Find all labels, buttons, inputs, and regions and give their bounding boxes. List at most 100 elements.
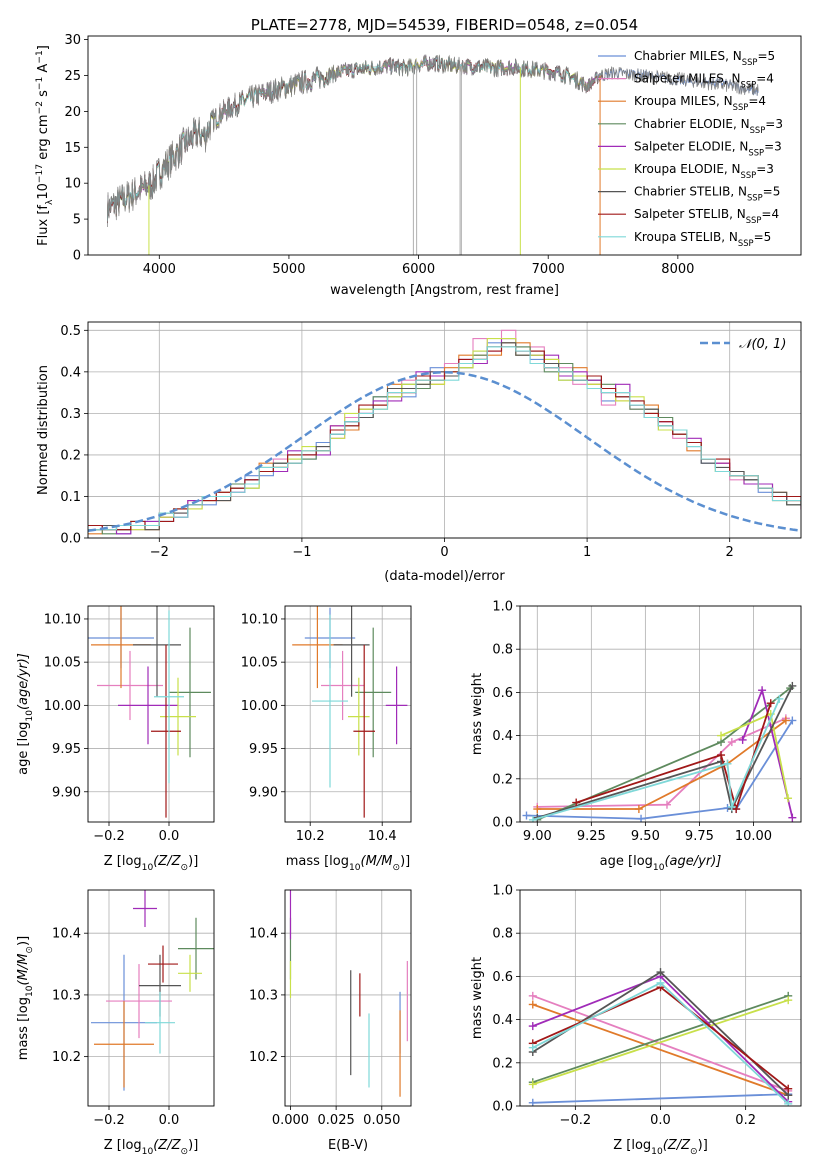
legend-label-part: =3 — [756, 162, 774, 176]
x-axis-label-part: )] — [400, 854, 410, 869]
y-axis-label-part: 10 — [25, 985, 35, 997]
legend-label-part: SSP — [738, 238, 754, 248]
y-axis-label: age [log10(age/yr)] — [16, 653, 35, 775]
x-tick-label: 5000 — [272, 262, 305, 277]
legend-label: Chabrier MILES, NSSP=5 — [634, 49, 775, 67]
y-axis-label-part: −1 — [35, 50, 45, 63]
x-axis-label: (data-model)/error — [384, 569, 505, 584]
weight-point — [788, 813, 797, 822]
weight-point — [784, 794, 793, 803]
x-axis-label-part: age [log — [600, 854, 653, 869]
legend-label: 𝒩(0, 1) — [739, 337, 786, 352]
x-axis-label-part: ⊙ — [392, 863, 400, 873]
weight-point — [766, 699, 775, 708]
legend-label-part: =3 — [764, 139, 782, 153]
y-axis-label-part: ⊙ — [25, 946, 35, 954]
x-tick-label: 0 — [440, 545, 448, 560]
legend-label: Chabrier STELIB, NSSP=5 — [634, 185, 780, 203]
weight-line — [532, 1093, 789, 1104]
y-tick-label: 0.2 — [492, 772, 513, 787]
y-tick-label: 10.3 — [52, 988, 81, 1003]
error-bars — [289, 890, 408, 1097]
x-axis-label-part: ⊙ — [181, 1147, 189, 1157]
y-axis-label-part: −1 — [35, 77, 45, 90]
legend-label-part: SSP — [733, 102, 749, 112]
weight-point — [528, 991, 537, 1000]
x-tick-label: 0.0 — [650, 1113, 671, 1128]
y-tick-label: 25 — [64, 69, 81, 84]
weight-point — [528, 1043, 537, 1052]
x-tick-label: 2 — [726, 545, 734, 560]
x-axis-label: mass [log10(M/M⊙)] — [286, 854, 410, 873]
y-axis-label-part: λ — [45, 199, 55, 205]
axes-frame — [284, 605, 412, 823]
weight-point — [656, 968, 665, 977]
weight-point — [717, 731, 726, 740]
y-tick-label: 30 — [64, 33, 81, 48]
weight-point — [775, 694, 784, 703]
axes-frame — [87, 321, 802, 539]
x-tick-label: 0.000 — [272, 1113, 309, 1128]
x-axis-label-part: (M/M — [361, 854, 393, 869]
weight-point — [788, 681, 797, 690]
weight-point — [528, 815, 537, 822]
weight_vs_age-panel: 9.00 9.25 9.50 9.75 10.00 0.0 0.2 0.4 0.6 0.8 1.0 a… — [470, 600, 802, 873]
x-tick-label: −0.2 — [93, 829, 125, 844]
weight-line — [532, 1003, 789, 1097]
x-tick-label: 9.25 — [577, 829, 606, 844]
x-tick-label: 10.4 — [368, 829, 397, 844]
x-axis-label-part: 10 — [142, 1147, 154, 1157]
legend-label-part: SSP — [750, 125, 766, 135]
y-tick-label: 9.95 — [249, 742, 278, 757]
error-bars — [88, 606, 211, 818]
weight-point — [522, 811, 531, 820]
x-tick-label: −1 — [292, 545, 311, 560]
y-axis-label-part: mass [log — [16, 997, 31, 1060]
y-axis-label-part: −2 — [35, 101, 45, 114]
weight-lines — [522, 681, 797, 822]
legend-label-part: =3 — [765, 117, 783, 131]
error-bars — [292, 606, 408, 818]
x-axis-label: E(B-V) — [328, 1138, 368, 1153]
x-axis-label-part: Z [log — [613, 1138, 651, 1153]
x-tick-label: −2 — [150, 545, 169, 560]
legend-label-part: SSP — [741, 170, 757, 180]
chart-title: PLATE=2778, MJD=54539, FIBERID=0548, z=0… — [251, 16, 638, 34]
axes-frame — [87, 35, 802, 256]
legend-label: Kroupa STELIB, NSSP=5 — [634, 230, 771, 248]
weight-line — [532, 994, 789, 1084]
weight-point — [784, 996, 793, 1005]
y-tick-label: 9.90 — [52, 785, 81, 800]
legend-label: Chabrier ELODIE, NSSP=3 — [634, 117, 783, 135]
y-tick-label: 10.2 — [52, 1050, 81, 1065]
x-axis-label-part: ⊙ — [181, 863, 189, 873]
legend-label-part: Kroupa STELIB, N — [634, 230, 738, 244]
histogram-steps — [88, 329, 801, 535]
x-axis-label-part: 10 — [653, 863, 665, 873]
data-spectrum-line — [107, 54, 759, 228]
axes-frame — [87, 605, 215, 823]
y-tick-label: 10.00 — [241, 699, 278, 714]
y-axis-label-part: −17 — [35, 164, 45, 183]
residuals-panel: −2 −1 0 1 2 0.0 0.1 0.2 0.3 0.4 0.5 (data-model)/er… — [36, 321, 802, 584]
y-tick-label: 10 — [64, 177, 81, 192]
weight-point — [723, 759, 732, 768]
legend-label-part: Salpeter ELODIE, N — [634, 139, 748, 153]
weight-point — [528, 1000, 537, 1009]
x-axis-label-part: (Z/Z — [663, 1138, 691, 1153]
x-axis-label-part: ⊙ — [690, 1147, 698, 1157]
y-tick-label: 9.90 — [249, 785, 278, 800]
x-tick-label: 9.50 — [631, 829, 660, 844]
x-axis-label: Z [log10(Z/Z⊙)] — [104, 854, 199, 873]
weight-point — [528, 1022, 537, 1031]
weight-point — [656, 978, 665, 987]
weight-point — [738, 735, 747, 744]
legend-label-part: Chabrier ELODIE, N — [634, 117, 750, 131]
legend-label-part: =4 — [748, 94, 766, 108]
y-tick-label: 0.8 — [492, 643, 513, 658]
x-axis-label-part: (Z/Z — [153, 854, 181, 869]
x-tick-label: 0.050 — [363, 1113, 400, 1128]
legend-label: Kroupa MILES, NSSP=4 — [634, 94, 766, 112]
y-axis-label: Normed distribution — [36, 365, 51, 495]
